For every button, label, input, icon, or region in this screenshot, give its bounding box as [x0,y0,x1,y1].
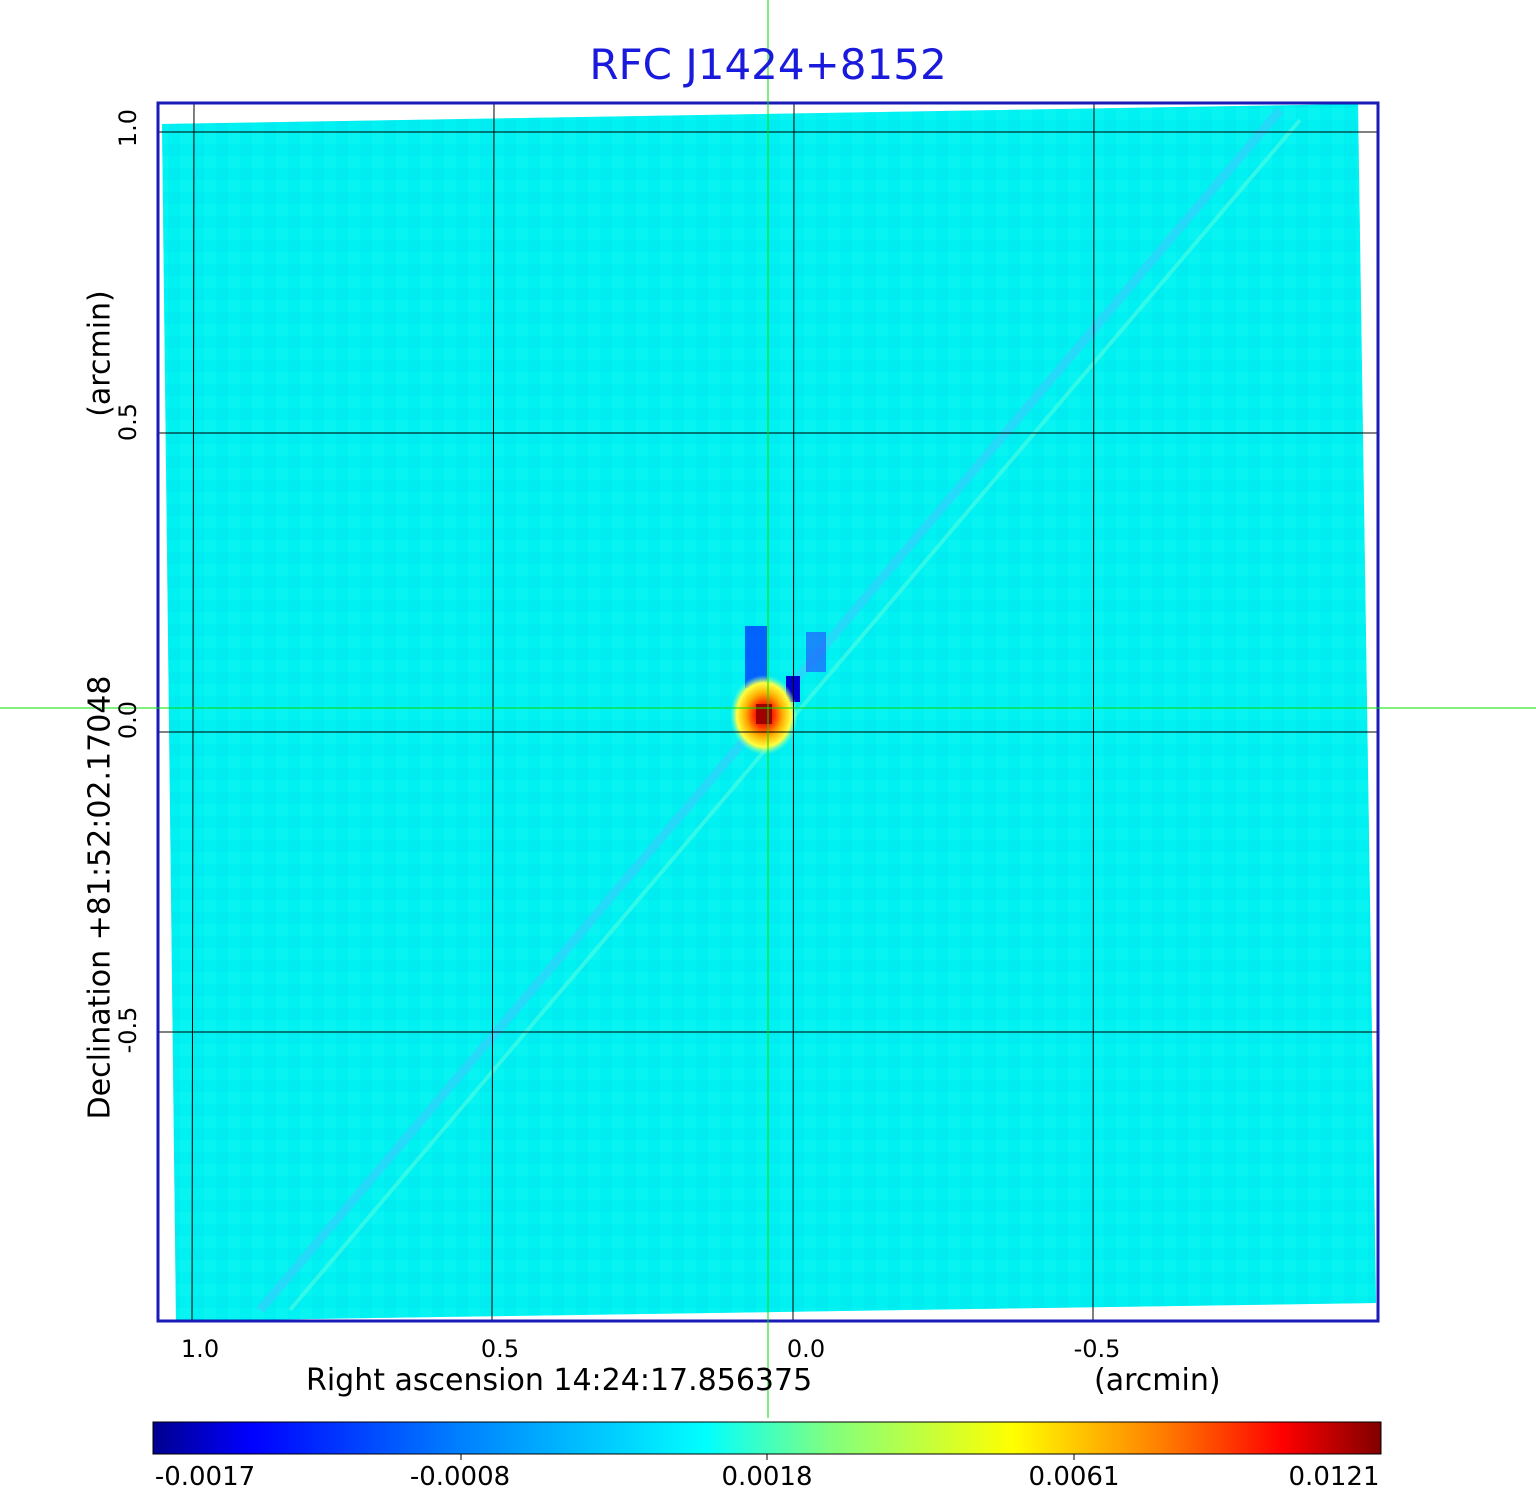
colorbar-ticks [460,1454,1075,1460]
x-tick-label: 1.0 [180,1335,220,1363]
y-axis-unit: (arcmin) [82,290,118,417]
colorbar-label: 0.0121 [1288,1462,1380,1492]
y-axis-label: Declination +81:52:02.17048 [82,675,118,1120]
y-tick-label: 1.0 [114,108,142,148]
x-tick-label: 0.5 [480,1335,520,1363]
negative-lobe [806,632,826,672]
colorbar-label: 0.0018 [721,1462,813,1492]
colorbar-label: -0.0008 [409,1462,511,1492]
x-axis-label: Right ascension 14:24:17.856375 [306,1363,813,1398]
negative-lobe [745,626,767,688]
x-axis-unit: (arcmin) [1094,1363,1221,1398]
plot-title: RFC J1424+8152 [589,40,947,89]
source-core [756,704,772,724]
y-tick-label: 0.0 [114,700,142,740]
x-tick-label: 0.0 [786,1335,826,1363]
y-tick-label: 0.5 [114,402,142,442]
colorbar-label: -0.0017 [154,1462,256,1492]
x-tick-label: -0.5 [1073,1335,1121,1363]
y-tick-label: -0.5 [114,1006,142,1054]
colorbar [152,1421,1382,1455]
colorbar-label: 0.0061 [1028,1462,1120,1492]
